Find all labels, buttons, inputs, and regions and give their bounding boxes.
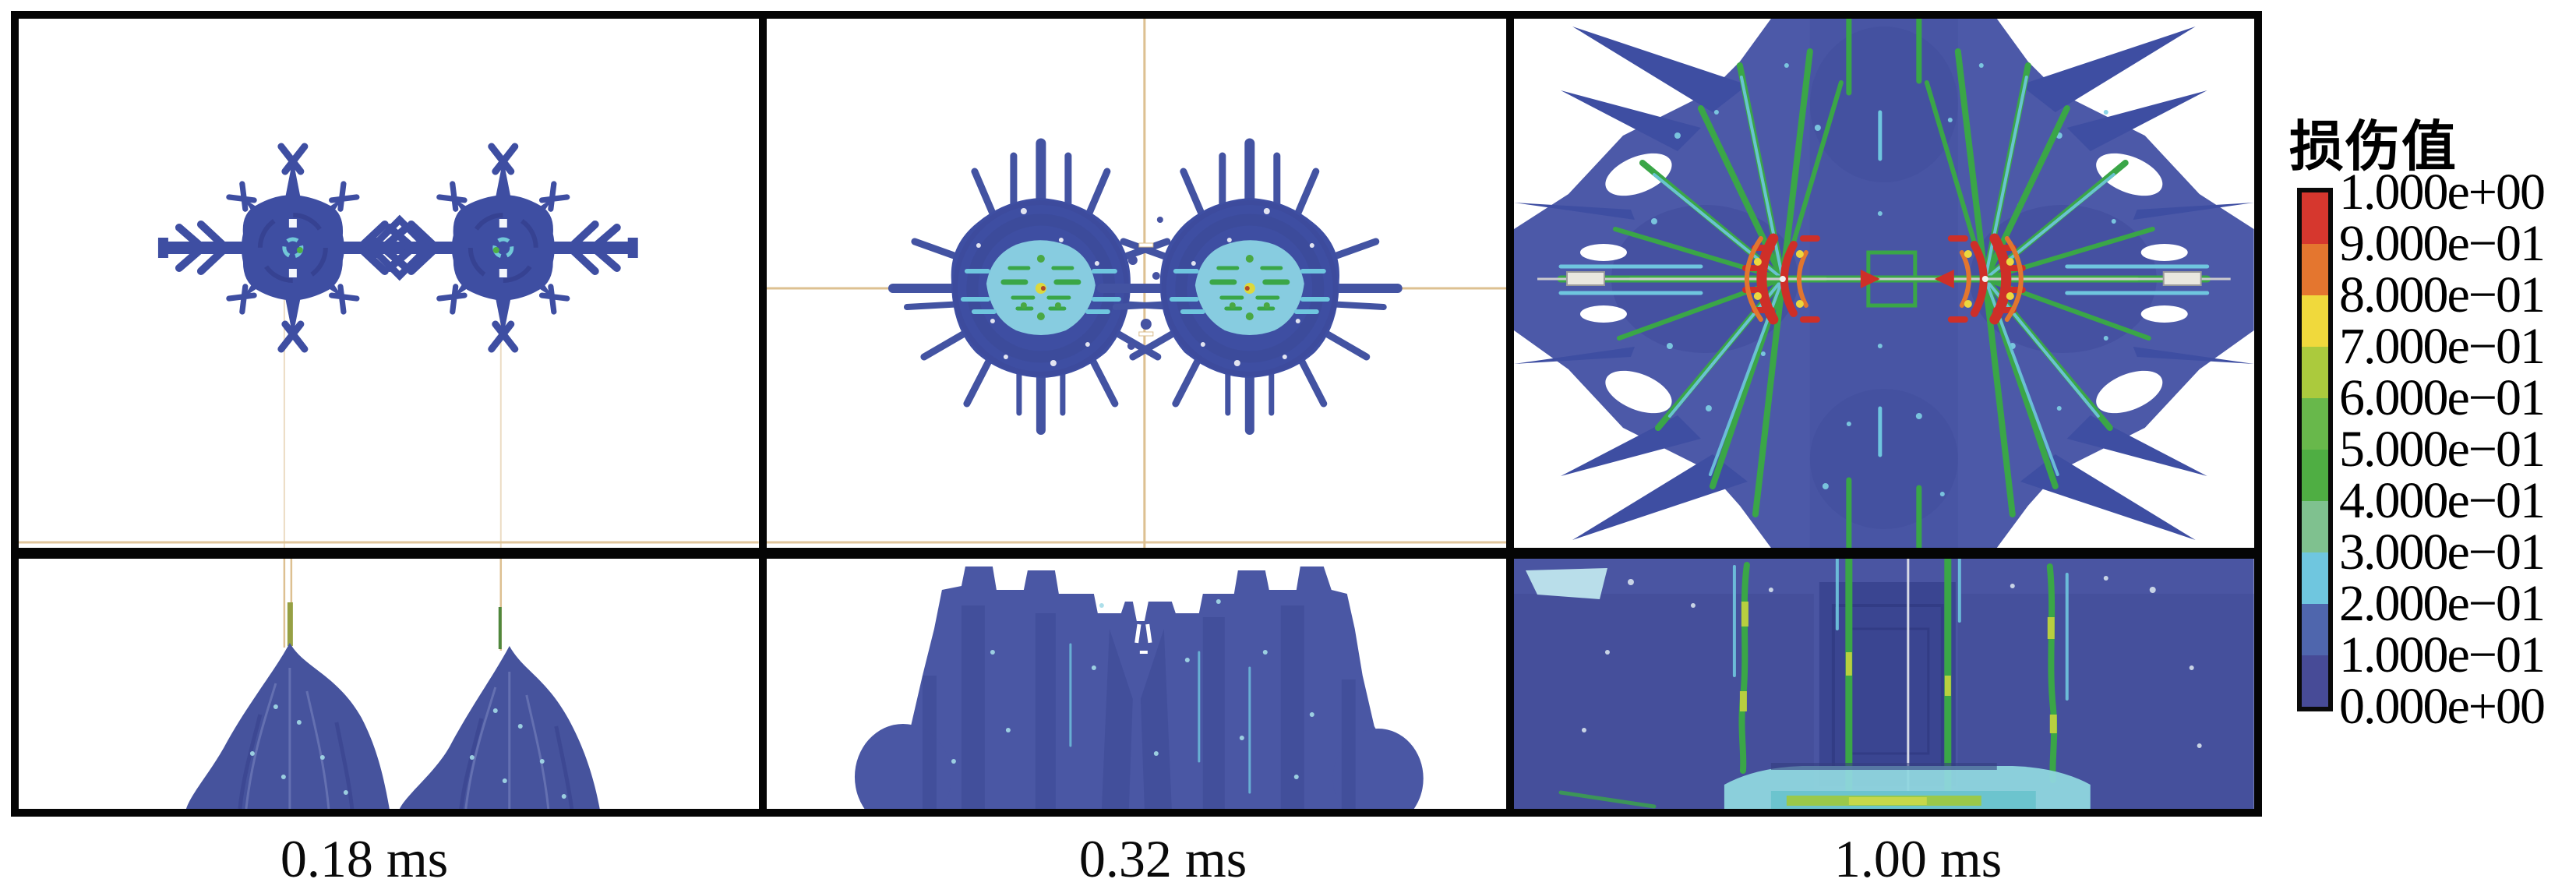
legend-title: 损伤值 [2289,115,2458,178]
tick-label: 7.000e−01 [2339,318,2546,375]
panel-100ms-side-view [1514,559,2254,809]
simulation-render-100ms-top [1514,19,2254,548]
panel-032ms-top-view [766,19,1507,548]
simulation-render-100ms-side [1514,559,2254,809]
colorbar-segment [2302,552,2328,604]
simulation-render-032ms-side [854,559,1424,809]
panel-018ms-top-view [19,19,759,548]
tick-label: 3.000e−01 [2339,524,2546,581]
colorbar-segment [2302,244,2328,295]
colorbar-segment [2302,604,2328,655]
colorbar-segment [2302,347,2328,398]
colorbar-tick-labels: 1.000e+00 9.000e−01 8.000e−01 7.000e−01 … [2339,167,2573,732]
colorbar-segment [2302,655,2328,707]
colorbar-segment [2302,450,2328,501]
simulation-render-018ms-top [19,19,759,548]
simulation-render-032ms-top [766,19,1507,548]
simulation-render-018ms-side [185,559,600,809]
tick-label: 9.000e−01 [2339,215,2546,272]
colorbar-segment [2302,192,2328,244]
tick-label: 4.000e−01 [2339,472,2546,529]
time-caption-row: 0.18 ms 0.32 ms 1.00 ms [11,829,2262,888]
tick-label: 6.000e−01 [2339,369,2546,426]
tick-label: 8.000e−01 [2339,266,2546,323]
colorbar-segment [2302,398,2328,450]
time-label-100ms: 1.00 ms [1833,829,2003,888]
time-label-018ms: 0.18 ms [280,829,449,888]
tick-label: 1.000e−01 [2339,627,2546,683]
panel-grid [11,11,2262,817]
colorbar-segment [2302,501,2328,552]
time-label-032ms: 0.32 ms [1078,829,1247,888]
tick-label: 0.000e+00 [2339,678,2546,735]
panel-032ms-side-view [766,559,1507,809]
tick-label: 1.000e+00 [2339,164,2546,221]
tick-label: 2.000e−01 [2339,575,2546,632]
colorbar-segment [2302,295,2328,347]
tick-label: 5.000e−01 [2339,421,2546,478]
panel-018ms-side-view [19,559,759,809]
panel-100ms-top-view [1514,19,2254,548]
colorbar [2297,188,2333,711]
